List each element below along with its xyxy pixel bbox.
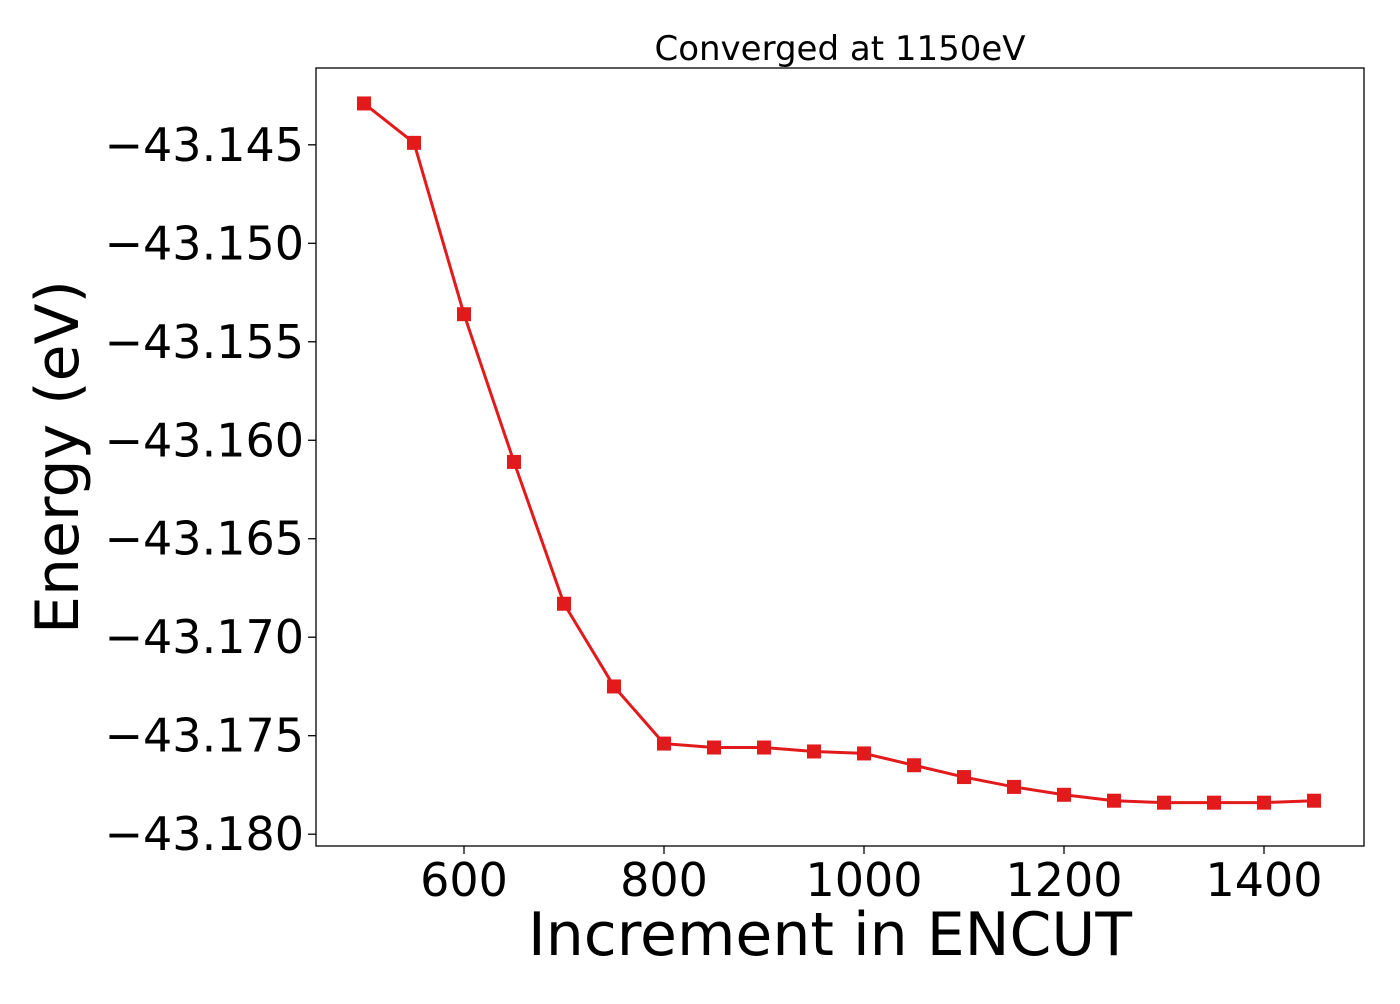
y-tick-label: −43.175 (105, 709, 305, 763)
data-point-marker (357, 96, 371, 111)
data-point-marker (1107, 793, 1121, 808)
data-point-marker (407, 135, 421, 150)
x-tick-label: 1200 (1005, 853, 1122, 907)
y-tick-label: −43.155 (105, 315, 305, 369)
y-tick-label: −43.180 (105, 807, 305, 861)
series-line (363, 102, 1315, 805)
data-point-marker (1007, 779, 1021, 794)
y-axis-label: Energy (eV) (23, 280, 93, 634)
x-tick-label: 600 (420, 853, 508, 907)
data-point-marker (507, 454, 521, 469)
y-tick-label: −43.150 (105, 216, 305, 270)
data-point-marker (607, 679, 621, 694)
data-point-marker (557, 596, 571, 611)
y-axis-ticks: −43.145 −43.150 −43.155 −43.160 −43.165 −43.1… (105, 118, 316, 861)
data-point-marker (1257, 795, 1271, 810)
x-tick-label: 1000 (805, 853, 922, 907)
chart-title: Converged at 1150eV (654, 29, 1025, 69)
data-point-marker (457, 307, 471, 322)
data-point-marker (707, 740, 721, 755)
series-layer (357, 96, 1321, 810)
data-point-marker (1057, 787, 1071, 802)
y-tick-label: −43.165 (105, 512, 305, 566)
x-tick-label: 1400 (1205, 853, 1322, 907)
data-point-marker (1307, 793, 1321, 808)
y-tick-label: −43.160 (105, 413, 305, 467)
x-axis-label: Increment in ENCUT (528, 900, 1132, 970)
y-tick-label: −43.145 (105, 118, 305, 172)
data-point-marker (807, 744, 821, 759)
data-point-marker (757, 740, 771, 755)
data-point-marker (657, 736, 671, 751)
data-point-marker (857, 746, 871, 761)
data-point-marker (907, 758, 921, 773)
plot-area-frame (315, 67, 1365, 847)
data-point-marker (957, 770, 971, 785)
x-tick-label: 800 (620, 853, 708, 907)
data-point-marker (1157, 795, 1171, 810)
x-axis-ticks: 600 800 1000 1200 1400 (420, 846, 1323, 907)
y-tick-label: −43.170 (105, 610, 305, 664)
data-point-marker (1207, 795, 1221, 810)
